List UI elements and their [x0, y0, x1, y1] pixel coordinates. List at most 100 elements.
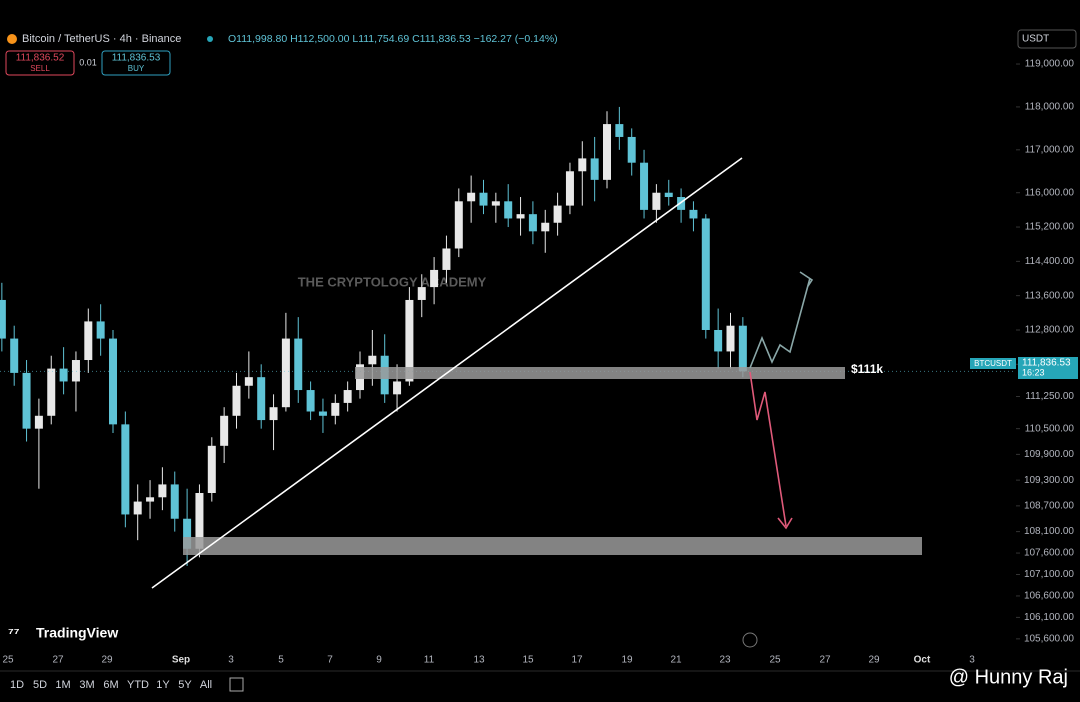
- bear-arrowhead: [777, 517, 793, 530]
- candle-body: [553, 205, 562, 223]
- bull-path: [749, 277, 811, 369]
- x-tick-label: 17: [571, 655, 583, 666]
- candle-body: [491, 201, 500, 206]
- candle-body: [479, 192, 488, 206]
- x-tick-label: 15: [522, 655, 534, 666]
- candle-body: [71, 360, 80, 382]
- range-button[interactable]: 6M: [103, 679, 118, 691]
- candle-body: [96, 321, 105, 339]
- candle-body: [664, 192, 673, 198]
- candle-body: [528, 214, 537, 232]
- candle-body: [541, 222, 550, 232]
- candle-body: [640, 162, 649, 210]
- symbol-tag: [970, 358, 1016, 369]
- x-tick-label: 9: [376, 655, 382, 666]
- y-tick-label: 117,000.00: [1025, 144, 1075, 155]
- support-zone: [355, 367, 845, 379]
- target-zone: [183, 537, 922, 555]
- y-tick-label: 113,600.00: [1025, 290, 1075, 301]
- candle-body: [232, 385, 241, 416]
- range-button[interactable]: 5D: [33, 679, 47, 691]
- range-button[interactable]: 1D: [10, 679, 24, 691]
- candle-body: [318, 411, 327, 416]
- price-tag: [1018, 357, 1078, 379]
- price-tag-countdown: 16:23: [1022, 367, 1045, 377]
- watermark: THE CRYPTOLOGY ACADEMY: [298, 274, 487, 289]
- range-button[interactable]: All: [200, 679, 212, 691]
- alert-icon[interactable]: [742, 632, 758, 648]
- candle-body: [714, 329, 723, 352]
- x-tick-label: 27: [52, 655, 64, 666]
- x-tick-label: 25: [769, 655, 781, 666]
- x-tick-label: 11: [424, 655, 435, 666]
- candle-body: [220, 415, 229, 446]
- candle-body: [467, 192, 476, 202]
- quantity: 0.01: [79, 57, 97, 67]
- range-button[interactable]: 1Y: [156, 679, 170, 691]
- candle-body: [417, 287, 426, 300]
- candle-body: [343, 390, 352, 403]
- candle-body: [244, 377, 253, 386]
- x-tick-label: 25: [2, 655, 14, 666]
- candle-body: [701, 218, 710, 330]
- sell-button[interactable]: [5, 50, 75, 76]
- zone-label: $111k: [851, 362, 883, 376]
- candle-body: [84, 321, 93, 361]
- candle-body: [306, 390, 315, 412]
- coin-icon: [7, 34, 17, 44]
- candle-body: [281, 338, 290, 408]
- date-range-icon[interactable]: [229, 677, 244, 692]
- x-tick-label: 21: [670, 655, 682, 666]
- credit: @ Hunny Raj: [949, 666, 1068, 688]
- candle-body: [615, 124, 624, 137]
- candle-body: [516, 214, 525, 219]
- candle-body: [504, 201, 513, 219]
- x-tick-label: 23: [719, 655, 731, 666]
- candle-body: [738, 325, 747, 372]
- candle-body: [627, 136, 636, 163]
- y-tick-label: 115,200.00: [1025, 222, 1075, 233]
- candle-body: [47, 368, 56, 416]
- candle-body: [430, 269, 439, 288]
- range-button[interactable]: 3M: [79, 679, 94, 691]
- candle-body: [603, 124, 611, 180]
- candle-body: [0, 299, 6, 339]
- x-tick-label: Sep: [172, 655, 190, 666]
- y-tick-label: 108,700.00: [1024, 501, 1074, 512]
- candle-body: [34, 415, 43, 429]
- candle-body: [726, 325, 735, 352]
- range-button[interactable]: 1M: [55, 679, 70, 691]
- candle-body: [109, 338, 117, 425]
- x-tick-label: 3: [969, 655, 975, 666]
- bear-path: [749, 371, 787, 527]
- y-tick-label: 109,900.00: [1024, 449, 1074, 460]
- range-button[interactable]: YTD: [127, 679, 149, 691]
- candle-body: [158, 484, 167, 498]
- candle-body: [269, 407, 278, 421]
- x-tick-label: 7: [327, 655, 333, 666]
- x-tick-label: 29: [868, 655, 880, 666]
- status-dot: [207, 36, 213, 42]
- range-button[interactable]: 5Y: [178, 679, 192, 691]
- price-tag-price: 111,836.53: [1022, 358, 1071, 369]
- currency-select[interactable]: [1017, 29, 1077, 49]
- y-tick-label: 111,250.00: [1025, 391, 1074, 402]
- y-tick-label: 105,600.00: [1024, 633, 1074, 644]
- candle-body: [442, 248, 451, 270]
- y-tick-label: 118,000.00: [1025, 102, 1075, 113]
- x-tick-label: Oct: [914, 655, 931, 666]
- x-tick-label: 27: [819, 655, 831, 666]
- y-tick-label: 107,100.00: [1024, 569, 1074, 580]
- trend-line: [151, 157, 743, 589]
- y-tick-label: 109,300.00: [1024, 475, 1074, 486]
- candle-body: [183, 518, 192, 549]
- y-tick-label: 116,000.00: [1025, 187, 1075, 198]
- symbol-tag-text: BTCUSDT: [974, 359, 1012, 368]
- logo: TradingView: [36, 625, 118, 641]
- bull-arrowhead: [799, 271, 814, 287]
- candle-body: [331, 402, 340, 416]
- buy-button[interactable]: [101, 50, 171, 76]
